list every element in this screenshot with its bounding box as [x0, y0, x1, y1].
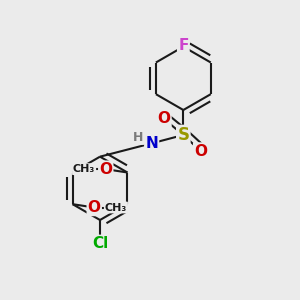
Text: S: S — [177, 126, 189, 144]
Text: CH₃: CH₃ — [73, 164, 95, 174]
Text: H: H — [133, 131, 143, 144]
Text: N: N — [145, 136, 158, 151]
Text: CH₃: CH₃ — [105, 202, 127, 212]
Text: O: O — [194, 143, 207, 158]
Text: O: O — [99, 162, 112, 177]
Text: F: F — [178, 38, 188, 52]
Text: Cl: Cl — [92, 236, 108, 251]
Text: O: O — [88, 200, 101, 215]
Text: O: O — [158, 112, 170, 127]
